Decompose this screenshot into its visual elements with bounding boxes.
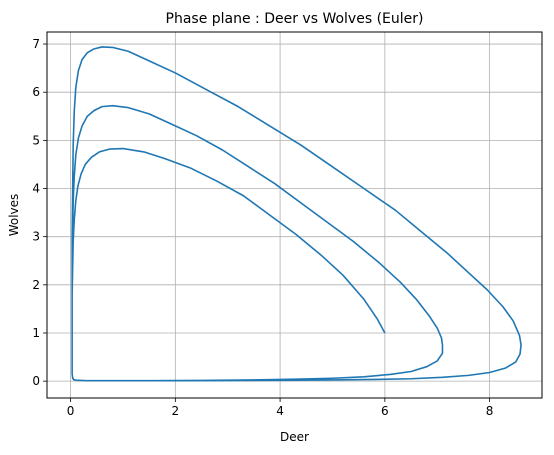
y-tick-label: 2	[32, 278, 40, 292]
x-axis: 0 2 4 6 8	[67, 398, 494, 418]
y-tick-label: 6	[32, 85, 40, 99]
y-tick-label: 4	[32, 182, 40, 196]
y-tick-label: 1	[32, 326, 40, 340]
chart-title: Phase plane : Deer vs Wolves (Euler)	[166, 11, 424, 27]
trajectory-line	[71, 46, 522, 382]
x-tick-label: 6	[381, 404, 389, 418]
y-axis-label: Wolves	[7, 194, 21, 237]
y-tick-label: 5	[32, 133, 40, 147]
y-tick-label: 0	[32, 374, 40, 388]
x-tick-label: 4	[276, 404, 284, 418]
y-axis: 0 1 2 3 4 5 6 7	[32, 37, 47, 388]
x-tick-label: 2	[172, 404, 180, 418]
x-axis-label: Deer	[280, 430, 309, 444]
grid-lines	[47, 32, 542, 398]
y-tick-label: 3	[32, 230, 40, 244]
y-tick-label: 7	[32, 37, 40, 51]
x-tick-label: 8	[486, 404, 494, 418]
x-tick-label: 0	[67, 404, 75, 418]
plot-area	[71, 46, 522, 382]
axes-frame	[46, 31, 543, 399]
